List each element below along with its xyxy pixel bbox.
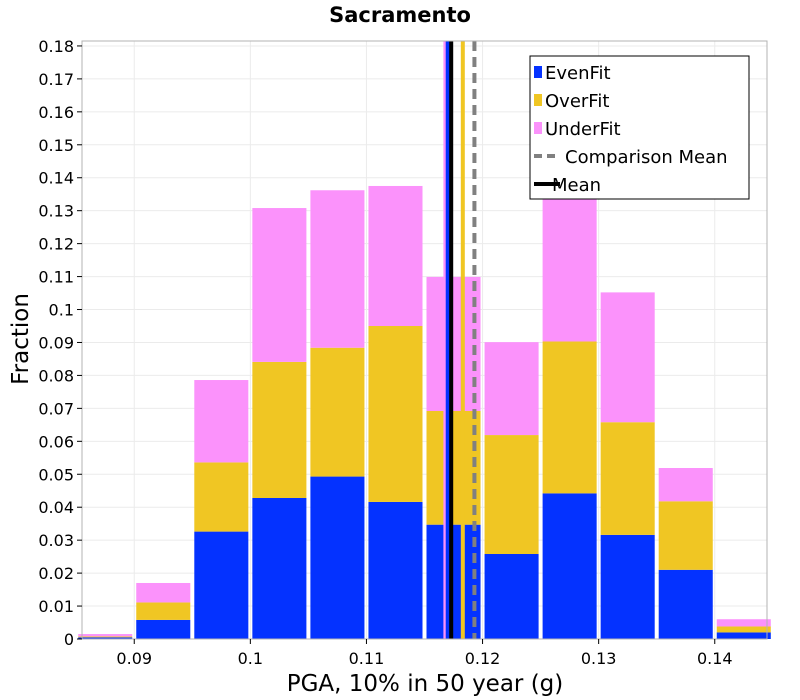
bar-overfit-0 xyxy=(78,636,133,638)
x-tick-label: 0.14 xyxy=(697,649,733,668)
bar-underfit-5 xyxy=(368,185,423,326)
bar-underfit-8 xyxy=(542,189,597,342)
x-tick-label: 0.09 xyxy=(116,649,152,668)
chart-title: Sacramento xyxy=(329,3,471,27)
legend-swatch-underfit xyxy=(534,122,542,134)
y-tick-label: 0 xyxy=(64,630,74,649)
y-tick-label: 0.07 xyxy=(38,399,74,418)
legend-label-overfit: OverFit xyxy=(545,91,609,112)
bar-underfit-11 xyxy=(716,619,771,627)
y-tick-label: 0.08 xyxy=(38,366,74,385)
bar-evenfit-9 xyxy=(600,534,655,639)
bar-underfit-9 xyxy=(600,292,655,423)
bar-overfit-6 xyxy=(426,411,481,525)
legend-box xyxy=(529,55,750,200)
bar-evenfit-5 xyxy=(368,501,423,639)
bar-evenfit-2 xyxy=(194,531,249,639)
x-tick-label: 0.1 xyxy=(238,649,263,668)
legend-label-evenfit: EvenFit xyxy=(545,63,611,84)
bar-evenfit-10 xyxy=(658,569,713,639)
bar-underfit-7 xyxy=(484,342,539,436)
bar-evenfit-11 xyxy=(716,632,771,639)
bar-underfit-3 xyxy=(252,208,307,362)
y-tick-label: 0.18 xyxy=(38,37,74,56)
x-tick-label: 0.12 xyxy=(465,649,501,668)
plot-frame xyxy=(81,40,768,640)
legend: EvenFit OverFit UnderFit Comparison Mean Mea… xyxy=(529,55,750,200)
bar-evenfit-4 xyxy=(310,476,365,639)
bar-overfit-11 xyxy=(716,626,771,633)
y-tick-label: 0.12 xyxy=(38,235,74,254)
bar-overfit-3 xyxy=(252,361,307,498)
bar-overfit-2 xyxy=(194,462,249,532)
bars xyxy=(78,185,771,639)
bar-underfit-1 xyxy=(136,582,191,603)
y-tick-label: 0.1 xyxy=(49,301,74,320)
bar-overfit-9 xyxy=(600,422,655,535)
axis-ticks: 0 0.01 0.02 0.03 0.04 0.05 0.06 0.07 0.08 0.09 0.1… xyxy=(38,37,732,668)
x-axis-label: PGA, 10% in 50 year (g) xyxy=(287,671,564,697)
y-tick-label: 0.04 xyxy=(38,498,74,517)
bar-overfit-5 xyxy=(368,325,423,502)
bar-evenfit-8 xyxy=(542,493,597,639)
bar-evenfit-7 xyxy=(484,553,539,639)
bar-overfit-10 xyxy=(658,501,713,570)
x-tick-label: 0.11 xyxy=(349,649,385,668)
bar-underfit-0 xyxy=(78,634,133,637)
y-tick-label: 0.02 xyxy=(38,564,74,583)
legend-swatch-overfit xyxy=(534,94,542,106)
bar-underfit-10 xyxy=(658,468,713,502)
y-tick-label: 0.13 xyxy=(38,202,74,221)
y-tick-label: 0.15 xyxy=(38,136,74,155)
bar-overfit-4 xyxy=(310,347,365,477)
y-tick-label: 0.11 xyxy=(38,268,74,287)
bar-evenfit-3 xyxy=(252,497,307,639)
legend-swatch-evenfit xyxy=(534,66,542,78)
y-tick-label: 0.09 xyxy=(38,333,74,352)
legend-label-mean: Mean xyxy=(552,175,601,196)
bar-overfit-7 xyxy=(484,435,539,554)
y-tick-label: 0.05 xyxy=(38,465,74,484)
legend-label-underfit: UnderFit xyxy=(545,119,621,140)
x-tick-label: 0.13 xyxy=(581,649,617,668)
y-tick-label: 0.03 xyxy=(38,531,74,550)
y-tick-label: 0.16 xyxy=(38,103,74,122)
bar-evenfit-0 xyxy=(78,637,133,639)
bar-evenfit-6 xyxy=(426,524,481,639)
y-tick-label: 0.06 xyxy=(38,432,74,451)
bar-underfit-6 xyxy=(426,276,481,412)
bar-underfit-2 xyxy=(194,380,249,463)
mean-lines xyxy=(443,41,477,639)
bar-overfit-1 xyxy=(136,602,191,620)
y-tick-label: 0.01 xyxy=(38,597,74,616)
legend-label-comparison-mean: Comparison Mean xyxy=(565,147,728,168)
bar-evenfit-1 xyxy=(136,619,191,639)
y-axis-label: Fraction xyxy=(8,293,34,385)
y-tick-label: 0.17 xyxy=(38,70,74,89)
y-tick-label: 0.14 xyxy=(38,169,74,188)
bar-overfit-8 xyxy=(542,341,597,494)
bar-underfit-4 xyxy=(310,190,365,348)
